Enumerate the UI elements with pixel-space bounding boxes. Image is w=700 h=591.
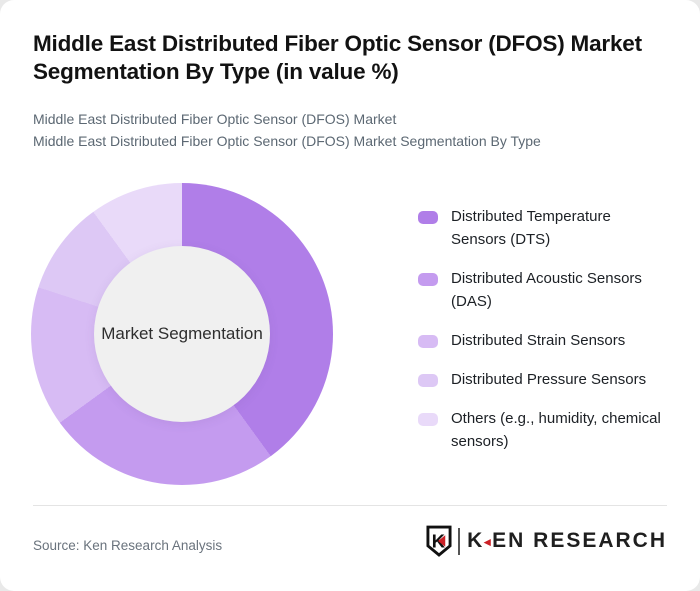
donut-center-circle: Market Segmentation (94, 246, 270, 422)
legend-item: Distributed Strain Sensors (418, 329, 678, 352)
ken-research-shield-icon: K (426, 525, 452, 557)
legend-item: Others (e.g., humidity, chemical sensors… (418, 407, 678, 453)
chart-legend: Distributed Temperature Sensors (DTS) Di… (418, 205, 678, 469)
subtitle-block: Middle East Distributed Fiber Optic Sens… (33, 108, 541, 152)
shield-red-triangle-icon (438, 535, 446, 547)
ken-research-logo: K K◄EN RESEARCH (426, 525, 667, 557)
source-text: Source: Ken Research Analysis (33, 538, 223, 553)
legend-swatch-icon (418, 413, 438, 426)
donut-chart: Market Segmentation (31, 183, 333, 485)
logo-text-k: K (467, 529, 485, 552)
footer-divider (33, 505, 667, 506)
donut-center-label: Market Segmentation (101, 324, 263, 343)
legend-label: Others (e.g., humidity, chemical sensors… (451, 410, 661, 450)
legend-item: Distributed Temperature Sensors (DTS) (418, 205, 678, 251)
legend-label: Distributed Pressure Sensors (451, 371, 647, 388)
legend-swatch-icon (418, 211, 438, 224)
legend-swatch-icon (418, 374, 438, 387)
subtitle-line-2: Middle East Distributed Fiber Optic Sens… (33, 133, 541, 149)
logo-divider (458, 527, 461, 555)
logo-text-rest: EN RESEARCH (492, 529, 667, 552)
logo-text: K ◄ EN RESEARCH (467, 529, 667, 553)
legend-item: Distributed Acoustic Sensors (DAS) (418, 267, 678, 313)
footer: Source: Ken Research Analysis K K◄EN RES… (33, 505, 667, 557)
page-title: Middle East Distributed Fiber Optic Sens… (33, 31, 642, 84)
legend-label: Distributed Strain Sensors (451, 332, 626, 349)
subtitle-line-1: Middle East Distributed Fiber Optic Sens… (33, 111, 397, 127)
legend-swatch-icon (418, 273, 438, 286)
logo-red-triangle-icon: ◄ (481, 534, 494, 549)
legend-label: Distributed Acoustic Sensors (DAS) (451, 270, 642, 310)
legend-item: Distributed Pressure Sensors (418, 368, 678, 391)
legend-swatch-icon (418, 335, 438, 348)
legend-label: Distributed Temperature Sensors (DTS) (451, 208, 611, 248)
